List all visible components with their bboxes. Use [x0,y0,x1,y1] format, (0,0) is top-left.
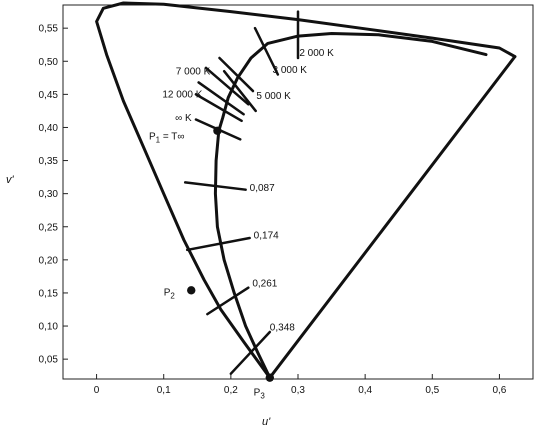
x-tick-label: 0,3 [291,385,305,396]
y-tick-label: 0,30 [39,189,59,200]
plot-frame [62,4,534,380]
x-tick-label: 0,1 [157,385,171,396]
isotemperature-label: 0,348 [270,323,295,334]
point-label-subscript: 1 [156,135,161,144]
isotemperature-label: 0,087 [250,183,275,194]
x-tick-label: 0 [94,385,100,396]
isotemperature-line [183,181,247,191]
chromaticity-point [187,286,196,295]
isotemperature-line [222,69,257,113]
y-tick-label: 0,05 [39,355,59,366]
point-label-letter: P [254,388,261,399]
y-tick-label: 0,50 [39,57,59,68]
y-tick-label: 0,45 [39,90,59,101]
y-tick-label: 0,40 [39,123,59,134]
isotemperature-line [206,286,250,316]
x-tick-label: 0,5 [425,385,439,396]
y-tick-label: 0,15 [39,288,59,299]
isotemperature-label: 0,174 [254,231,279,242]
isotemperature-label: 12 000 K [162,90,202,101]
spectrum-locus-line [95,1,517,380]
curves [95,1,517,380]
isotemperature-tick [197,81,245,116]
isotemperature-line [185,236,251,252]
purple-boundary-line [268,55,517,380]
point-label-letter: P [149,131,156,142]
isotemperature-tick [204,66,250,106]
isotemperature-lines: 2 000 K 3 000 K 5 000 K 7 000 K 12 000 K ∞ K 0… [162,10,334,375]
x-tick-label: 0,6 [492,385,506,396]
point-label-letter: P [164,288,171,299]
isotemperature-line [253,26,280,76]
point-label: P3 [254,388,266,401]
point-label-subscript: 3 [260,392,265,401]
isotemperature-tick [218,56,255,93]
x-tick-label: 0,4 [358,385,372,396]
point-label-suffix: = T∞ [160,131,184,142]
y-tick-label: 0,25 [39,222,59,233]
planckian-locus-line [213,32,488,380]
x-axis-label: u' [262,416,271,428]
y-tick-label: 0,10 [39,322,59,333]
isotemperature-label: ∞ K [175,113,192,124]
isotemperature-tick [194,93,243,123]
isotemperature-line [229,330,272,375]
isotemperature-label: 7 000 K [176,67,211,78]
chromaticity-point [213,126,222,135]
chromaticity-point [265,373,274,382]
point-label: P2 [164,288,176,301]
isotemperature-label: 2 000 K [299,48,334,59]
isotemperature-label: 3 000 K [272,65,307,76]
y-axis-label: v' [6,174,15,186]
isotemperature-label: 5 000 K [256,91,291,102]
isotemperature-label: 0,261 [252,278,277,289]
x-tick-label: 0,2 [224,385,238,396]
point-label-subscript: 2 [170,292,175,301]
y-tick-label: 0,35 [39,156,59,167]
y-tick-label: 0,20 [39,255,59,266]
y-tick-label: 0,55 [39,24,59,35]
axis-ticks: 0 0,1 0,2 0,3 0,4 0,5 0,6 0,05 0,10 0,15 0,20 0,25 0… [39,24,507,396]
point-label: P1 = T∞ [149,131,185,144]
